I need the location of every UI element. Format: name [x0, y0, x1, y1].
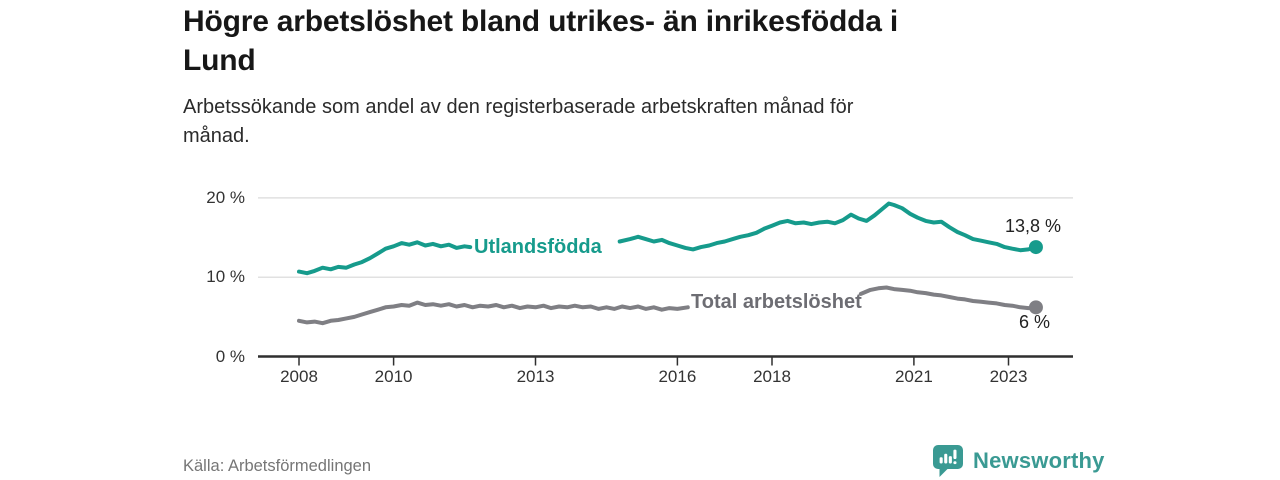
series-line [617, 201, 1038, 253]
end-value-label-utlandsfodda: 13,8 % [1005, 216, 1062, 236]
end-value-label-total: 6 % [1019, 312, 1051, 332]
y-tick-label: 0 % [215, 346, 245, 366]
series-label-utlandsfodda: Utlandsfödda [474, 236, 602, 258]
newsworthy-wordmark: Newsworthy [973, 447, 1105, 473]
x-tick-label: 2013 [516, 367, 555, 386]
y-tick-label: 10 % [206, 267, 245, 287]
x-tick-label: 2016 [658, 367, 697, 386]
series-line [297, 240, 473, 276]
series-end-dot [1028, 240, 1043, 255]
series-end-dot [1028, 300, 1043, 315]
y-tick-label: 20 % [206, 187, 245, 207]
series-line [858, 285, 1038, 311]
x-tick-label: 2021 [894, 367, 933, 386]
x-tick-label: 2008 [280, 367, 318, 386]
page-title: Högre arbetslöshet bland utrikes- än inr… [183, 5, 898, 77]
series-label-total-arbetsloshet: Total arbetslöshet [691, 291, 862, 313]
x-tick-label: 2023 [989, 367, 1028, 386]
x-tick-label: 2018 [753, 367, 791, 386]
newsworthy-logo: Newsworthy [931, 443, 1105, 478]
x-tick-label: 2010 [374, 367, 413, 386]
chart-subtitle: Arbetssökande som andel av den registerb… [183, 96, 854, 147]
source-caption: Källa: Arbetsförmedlingen [183, 457, 372, 475]
newsworthy-bubble-chart-icon [933, 445, 963, 477]
series-line [297, 300, 690, 326]
